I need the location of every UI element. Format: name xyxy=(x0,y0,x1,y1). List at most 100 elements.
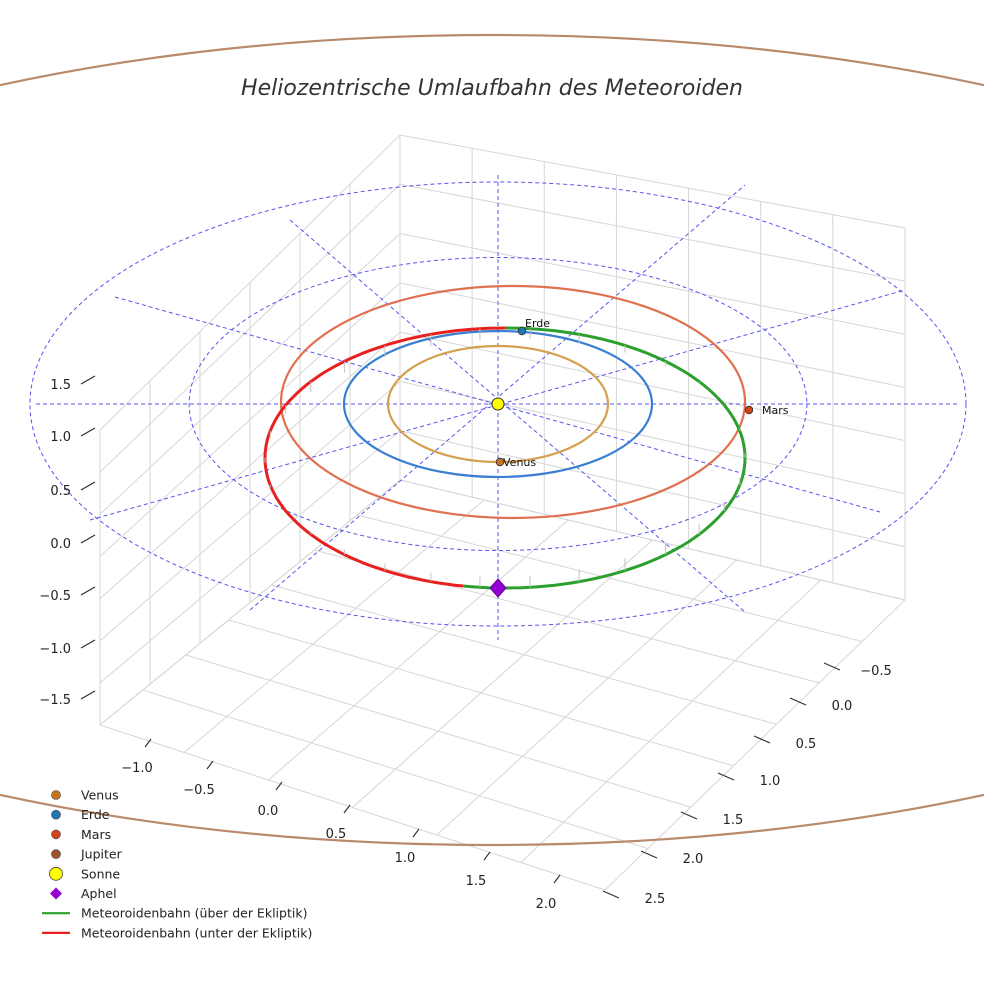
z-tick-mark xyxy=(80,690,96,700)
grid-line xyxy=(228,619,734,767)
tick-labels: 1.5 1.0 0.5 0.0 −0.5 −1.0 −1.5 −1.0 −0.5 0.0 0.5 1.… xyxy=(39,375,892,912)
x-tick-label: 1.0 xyxy=(395,851,416,866)
z-tick-label: −0.5 xyxy=(39,589,71,604)
y-tick-mark xyxy=(789,697,807,706)
grid-line xyxy=(271,584,777,725)
grid-line xyxy=(99,724,606,891)
planet-label-mars: Mars xyxy=(762,404,789,417)
legend-label: Meteoroidenbahn (über der Ekliptik) xyxy=(81,906,307,921)
grid-line xyxy=(99,282,906,557)
legend-label: Erde xyxy=(81,807,110,822)
chart-title: Heliozentrische Umlaufbahn des Meteoroid… xyxy=(241,76,743,101)
planet-mars xyxy=(744,405,754,415)
grid-line xyxy=(99,479,401,726)
z-tick-label: 0.5 xyxy=(50,484,71,499)
meteoroid-below-ecliptic xyxy=(263,326,506,588)
x-tick-label: 0.0 xyxy=(258,804,279,819)
orbit-jupiter xyxy=(0,34,984,846)
z-tick-label: 1.5 xyxy=(50,378,71,393)
ecliptic-ring xyxy=(29,181,967,627)
z-tick-mark xyxy=(80,639,96,649)
legend-label: Meteoroidenbahn (unter der Ekliptik) xyxy=(81,925,312,940)
grid-line xyxy=(268,519,569,781)
legend-label: Mars xyxy=(81,827,111,842)
legend: Venus Erde Mars Jupiter Sonne Aphel Meteoroide… xyxy=(42,788,312,940)
grid-line xyxy=(99,380,906,642)
legend-marker xyxy=(51,809,61,820)
z-tick-mark xyxy=(80,586,96,596)
x-tick-mark xyxy=(412,828,420,838)
grid-line xyxy=(520,579,822,863)
z-tick-label: −1.5 xyxy=(39,693,71,708)
grid-line xyxy=(99,134,906,431)
y-tick-mark xyxy=(602,890,620,899)
orbit-erde xyxy=(342,329,654,479)
legend-marker xyxy=(50,887,62,900)
planet-label-venus: Venus xyxy=(503,456,536,469)
x-tick-mark xyxy=(144,738,152,748)
grid-line xyxy=(99,233,906,515)
z-tick-mark xyxy=(80,481,96,491)
legend-marker xyxy=(51,829,61,840)
planet-erde xyxy=(517,326,527,336)
z-tick-label: 0.0 xyxy=(50,537,71,552)
grid-line xyxy=(436,559,738,836)
grid-line xyxy=(604,599,906,891)
grid-line xyxy=(183,499,485,753)
legend-label: Aphel xyxy=(81,886,117,901)
legend-label: Jupiter xyxy=(80,847,123,862)
y-tick-label: 1.5 xyxy=(723,813,744,828)
ecliptic-spoke xyxy=(249,184,746,611)
y-tick-mark xyxy=(717,772,735,781)
x-tick-mark xyxy=(483,851,491,861)
y-tick-label: 0.5 xyxy=(796,737,817,752)
grid-line xyxy=(314,549,820,684)
grid-line xyxy=(142,689,649,850)
y-tick-mark xyxy=(640,850,658,859)
legend-marker xyxy=(51,790,61,800)
legend-marker xyxy=(49,866,63,881)
y-tick-label: 1.0 xyxy=(760,774,781,789)
grid-layer xyxy=(29,134,967,891)
sun-marker xyxy=(491,397,505,411)
legend-marker xyxy=(51,849,61,859)
grid-line xyxy=(352,539,653,808)
z-tick-label: 1.0 xyxy=(50,430,71,445)
z-tick-label: −1.0 xyxy=(39,642,71,657)
y-tick-label: −0.5 xyxy=(860,664,892,679)
y-tick-label: 2.5 xyxy=(645,892,666,907)
planet-label-erde: Erde xyxy=(525,317,550,330)
y-tick-label: 0.0 xyxy=(832,699,853,714)
legend-label: Sonne xyxy=(81,866,120,881)
meteoroid-above-ecliptic xyxy=(463,326,747,590)
grid-line xyxy=(99,479,906,726)
x-tick-label: −1.0 xyxy=(121,761,153,776)
planets-layer: Venus Erde Mars xyxy=(489,317,789,598)
grid-line xyxy=(99,183,906,473)
x-tick-label: −0.5 xyxy=(183,783,215,798)
ecliptic-spoke xyxy=(289,219,746,613)
x-tick-label: 1.5 xyxy=(466,874,487,889)
grid-line xyxy=(399,479,906,601)
y-tick-mark xyxy=(823,662,841,671)
x-tick-label: 0.5 xyxy=(326,827,347,842)
x-tick-mark xyxy=(206,760,214,770)
grid-line xyxy=(185,654,691,808)
legend-label: Venus xyxy=(81,788,119,803)
y-tick-mark xyxy=(753,735,771,744)
x-tick-mark xyxy=(275,781,283,791)
planet-venus xyxy=(495,457,505,467)
x-tick-mark xyxy=(553,874,561,884)
y-tick-mark xyxy=(680,811,698,820)
x-tick-label: 2.0 xyxy=(536,897,557,912)
grid-line xyxy=(357,514,863,642)
aphel-marker xyxy=(489,578,507,598)
z-tick-mark xyxy=(80,427,96,437)
orbits-layer xyxy=(0,34,984,846)
z-tick-mark xyxy=(80,534,96,544)
z-tick-mark xyxy=(80,375,96,385)
meteoroid-orbit xyxy=(263,326,747,590)
y-tick-label: 2.0 xyxy=(683,852,704,867)
